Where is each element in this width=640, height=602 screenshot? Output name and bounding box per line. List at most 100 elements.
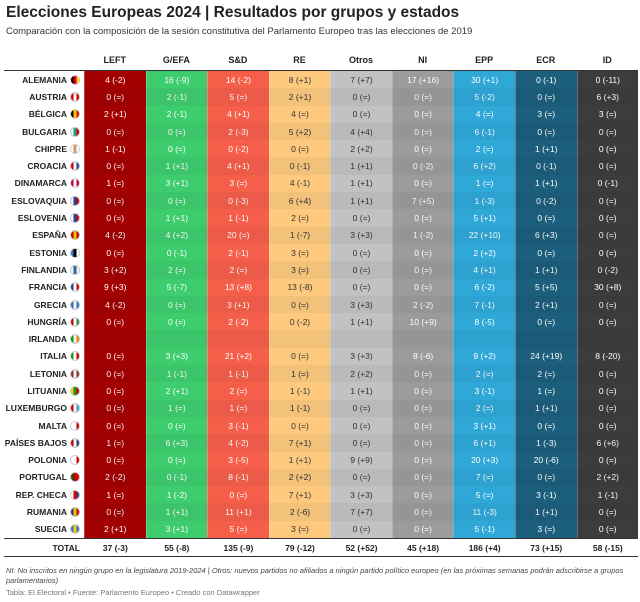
source: Tabla: El Electoral • Fuente: Parlamento… <box>6 588 260 597</box>
data-cell <box>330 330 392 348</box>
data-cell: 1 (+1) <box>145 503 208 521</box>
flag <box>70 316 80 327</box>
country-cell: MALTA <box>4 417 84 434</box>
flag <box>70 264 80 275</box>
flag <box>70 213 80 224</box>
data-cell: 0 (=) <box>576 313 639 331</box>
data-cell: 0 (=) <box>576 243 639 262</box>
total-cell: 55 (-8) <box>145 539 208 557</box>
data-cell: 5 (+1) <box>453 209 515 227</box>
data-cell: 0 (=) <box>84 209 146 227</box>
country-row: BÉLGICA 2 (+1) 2 (-1) 4 (+1) 4 (=) 0 (=) 0 (=)… <box>4 105 639 123</box>
data-cell: 1 (-1) <box>207 365 269 383</box>
data-cell: 0 (=) <box>391 434 454 452</box>
data-cell: 1 (+1) <box>145 209 208 227</box>
country-name: BÉLGICA <box>28 109 67 120</box>
data-cell: 4 (-2) <box>84 295 146 314</box>
data-cell: 0 (=) <box>514 209 577 227</box>
data-cell: 4 (=) <box>268 105 331 123</box>
country-row: LUXEMBURGO 0 (=) 1 (=) 1 (=) 1 (-1) 0 (=) 0 (=… <box>4 399 639 417</box>
country-cell: PAÍSES BAJOS <box>4 434 84 451</box>
data-cell: 0 (=) <box>514 243 577 262</box>
subtitle: Comparación con la composición de la ses… <box>6 26 473 37</box>
data-cell: 2 (-2) <box>391 295 454 314</box>
country-row: ITALIA 0 (=) 3 (+3) 21 (+2) 0 (=) 3 (+3) 8 (-6… <box>4 347 639 366</box>
data-cell: 0 (=) <box>207 486 269 504</box>
data-cell: 9 (+3) <box>84 278 146 296</box>
data-cell: 0 (=) <box>391 140 454 158</box>
data-cell: 0 (=) <box>576 451 639 469</box>
country-name: ESLOVAQUIA <box>11 195 67 206</box>
data-cell: 8 (-20) <box>576 347 639 366</box>
data-cell: 1 (-1) <box>268 382 331 400</box>
data-cell: 0 (=) <box>330 278 392 296</box>
data-cell: 0 (=) <box>84 451 146 469</box>
data-cell: 8 (-6) <box>391 347 454 366</box>
data-cell <box>453 330 515 348</box>
country-name: LETONIA <box>29 368 67 379</box>
data-cell: 0 (=) <box>145 295 208 314</box>
data-cell: 2 (+2) <box>330 365 392 383</box>
data-cell: 1 (+1) <box>330 157 392 175</box>
data-cell: 9 (+9) <box>330 451 392 469</box>
data-cell: 7 (+7) <box>330 503 392 521</box>
data-cell: 6 (+3) <box>145 434 208 452</box>
data-cell: 2 (-3) <box>207 122 269 141</box>
data-cell: 0 (=) <box>391 503 454 521</box>
flag <box>70 109 80 120</box>
country-row: FRANCIA 9 (+3) 5 (-7) 13 (+8) 13 (-8) 0 (=) 0 … <box>4 278 639 296</box>
country-row: PORTUGAL 2 (-2) 0 (-1) 8 (-1) 2 (+2) 0 (=) 0 (… <box>4 468 639 487</box>
data-cell <box>391 330 454 348</box>
country-name: BULGARIA <box>22 126 67 137</box>
data-cell: 1 (+1) <box>330 192 392 210</box>
country-cell: ITALIA <box>4 348 84 365</box>
column-header: G/EFA <box>162 55 190 65</box>
data-cell: 3 (+3) <box>145 347 208 366</box>
column-header: ID <box>602 55 612 65</box>
data-cell: 2 (-2) <box>84 468 146 487</box>
data-cell: 3 (=) <box>514 105 577 123</box>
data-cell: 30 (+1) <box>453 71 515 89</box>
data-cell: 1 (+1) <box>145 157 208 175</box>
data-cell: 11 (+1) <box>207 503 269 521</box>
country-name: CHIPRE <box>34 143 67 154</box>
data-cell: 1 (+1) <box>514 399 577 417</box>
flag <box>70 178 80 189</box>
header-row: LEFT G/EFA S&D RE Otros NI EPP ECR ID <box>4 50 638 71</box>
total-cell: 45 (+18) <box>391 539 454 557</box>
total-label: TOTAL <box>52 542 80 553</box>
data-cell: 0 (=) <box>576 157 639 175</box>
data-cell: 0 (-2) <box>576 261 639 279</box>
data-cell: 2 (=) <box>145 261 208 279</box>
country-row: REP. CHECA 1 (=) 1 (-2) 0 (=) 7 (+1) 3 (+3) 0 … <box>4 486 639 504</box>
data-cell: 3 (=) <box>268 261 331 279</box>
column-header: NI <box>418 55 428 65</box>
data-cell: 0 (=) <box>514 416 577 435</box>
country-name: RUMANIA <box>26 507 67 518</box>
country-row: AUSTRIA 0 (=) 2 (-1) 5 (=) 2 (+1) 0 (=) 0 (=) 5… <box>4 88 639 106</box>
data-cell: 4 (=) <box>453 105 515 123</box>
data-cell: 3 (=) <box>576 105 639 123</box>
data-cell: 3 (+3) <box>330 295 392 314</box>
flag <box>70 368 80 379</box>
data-cell: 4 (-2) <box>207 434 269 452</box>
flag <box>70 247 80 258</box>
data-cell: 0 (=) <box>576 503 639 521</box>
data-cell: 3 (-1) <box>453 382 515 400</box>
country-row: ESTONIA 0 (=) 0 (-1) 2 (-1) 3 (=) 0 (=) 0 (=) 2… <box>4 243 639 262</box>
total-cell: 73 (+15) <box>514 539 577 557</box>
data-cell: 20 (+3) <box>453 451 515 469</box>
data-cell: 0 (=) <box>391 520 454 539</box>
country-row: BULGARIA 0 (=) 0 (=) 2 (-3) 5 (+2) 4 (+4) 0 (=… <box>4 122 639 141</box>
data-cell: 3 (+1) <box>145 520 208 539</box>
data-cell: 0 (=) <box>514 313 577 331</box>
data-cell: 7 (+1) <box>268 486 331 504</box>
data-cell: 0 (=) <box>391 278 454 296</box>
country-name: MALTA <box>38 420 67 431</box>
country-cell: POLONIA <box>4 452 84 469</box>
data-cell: 9 (+2) <box>453 347 515 366</box>
data-cell: 0 (=) <box>268 416 331 435</box>
flag <box>70 524 80 535</box>
data-cell: 0 (=) <box>84 347 146 366</box>
data-cell: 0 (=) <box>145 451 208 469</box>
